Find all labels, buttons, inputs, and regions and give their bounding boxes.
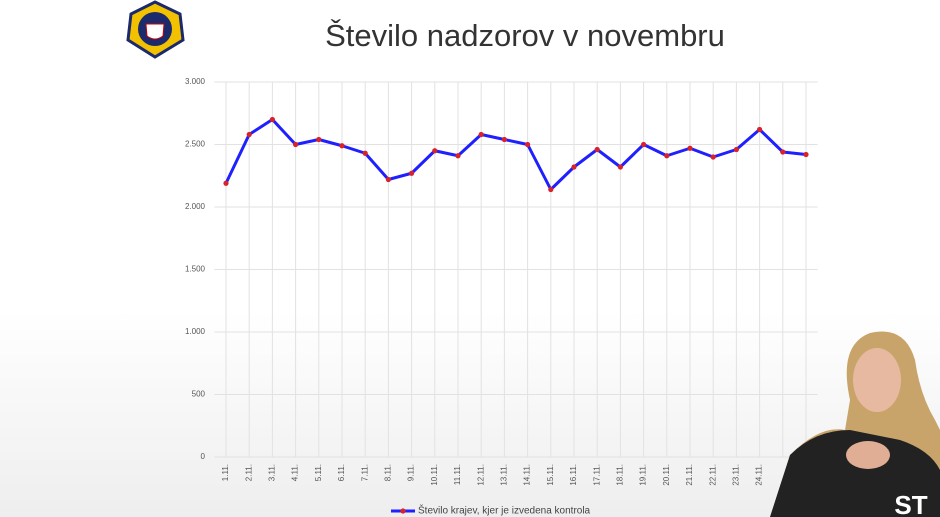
y-tick-label: 2.000 xyxy=(185,202,206,211)
data-point xyxy=(571,164,577,170)
x-tick-label: 17.11. xyxy=(592,464,601,486)
logo-box xyxy=(882,490,940,517)
data-point xyxy=(687,145,693,151)
x-tick-label: 9.11. xyxy=(407,464,416,481)
legend-label: Število krajev, kjer je izvedena kontrol… xyxy=(418,504,591,517)
y-tick-label: 1.000 xyxy=(185,327,206,336)
x-tick-label: 10.11. xyxy=(430,464,439,486)
chart: 0 500 1.000 1.500 2.000 2.500 3.000 1.11. 2.11. 3… xyxy=(185,77,818,517)
x-tick-label: 4.11. xyxy=(291,464,300,481)
data-point xyxy=(617,164,624,170)
data-point xyxy=(409,170,415,176)
x-tick-label: 1.11. xyxy=(221,464,230,481)
data-point xyxy=(269,116,275,123)
data-point xyxy=(757,126,763,133)
data-point xyxy=(293,141,299,148)
data-point xyxy=(664,153,670,159)
data-point xyxy=(246,131,252,138)
y-tick-label: 2.500 xyxy=(185,140,206,149)
x-tick-label: 16.11. xyxy=(569,464,578,486)
data-point xyxy=(501,136,507,143)
y-tick-label: 0 xyxy=(201,452,206,461)
data-point xyxy=(594,146,600,153)
x-tick-label: 22.11. xyxy=(708,464,717,486)
data-point xyxy=(223,180,229,186)
chart-title: Število nadzorov v novembru xyxy=(325,18,725,53)
police-logo xyxy=(126,0,185,59)
data-point xyxy=(385,176,391,183)
x-tick-label: 18.11. xyxy=(616,464,625,486)
data-point xyxy=(548,186,554,193)
data-point xyxy=(316,136,322,143)
x-tick-label: 19.11. xyxy=(639,464,648,486)
x-tick-label: 14.11. xyxy=(523,464,532,486)
data-point xyxy=(733,146,740,153)
x-tick-label: 20.11. xyxy=(662,464,671,486)
x-tick-label: 23.11. xyxy=(732,464,741,486)
data-point xyxy=(641,141,647,148)
x-tick-label: 8.11. xyxy=(384,464,393,481)
data-point xyxy=(478,131,484,138)
data-point xyxy=(780,149,786,155)
x-tick-label: 2.11. xyxy=(244,464,253,481)
x-tick-label: 12.11. xyxy=(476,464,485,486)
data-point xyxy=(525,141,531,148)
x-tick-label: 24.11. xyxy=(755,464,764,486)
data-line xyxy=(224,118,807,191)
y-tick-label: 3.000 xyxy=(185,77,206,86)
x-tick-label: 11.11. xyxy=(453,464,462,485)
y-tick-label: 1.500 xyxy=(185,265,206,274)
data-point xyxy=(710,154,716,160)
broadcaster-logo: ST xyxy=(894,490,927,517)
x-tick-label: 3.11. xyxy=(268,464,277,481)
y-tick-label: 500 xyxy=(192,390,206,399)
x-tick-label: 13.11. xyxy=(500,464,509,486)
data-point xyxy=(432,148,438,154)
x-tick-label: 7.11. xyxy=(360,464,369,481)
x-tick-label: 5.11. xyxy=(314,464,323,481)
data-point xyxy=(455,153,461,159)
data-point xyxy=(339,143,345,149)
legend-marker xyxy=(400,508,406,514)
x-tick-label: 6.11. xyxy=(337,464,346,481)
x-tick-label: 15.11. xyxy=(546,464,555,486)
x-tick-label: 21.11. xyxy=(685,464,694,486)
data-point xyxy=(362,150,368,156)
data-point xyxy=(803,151,809,158)
